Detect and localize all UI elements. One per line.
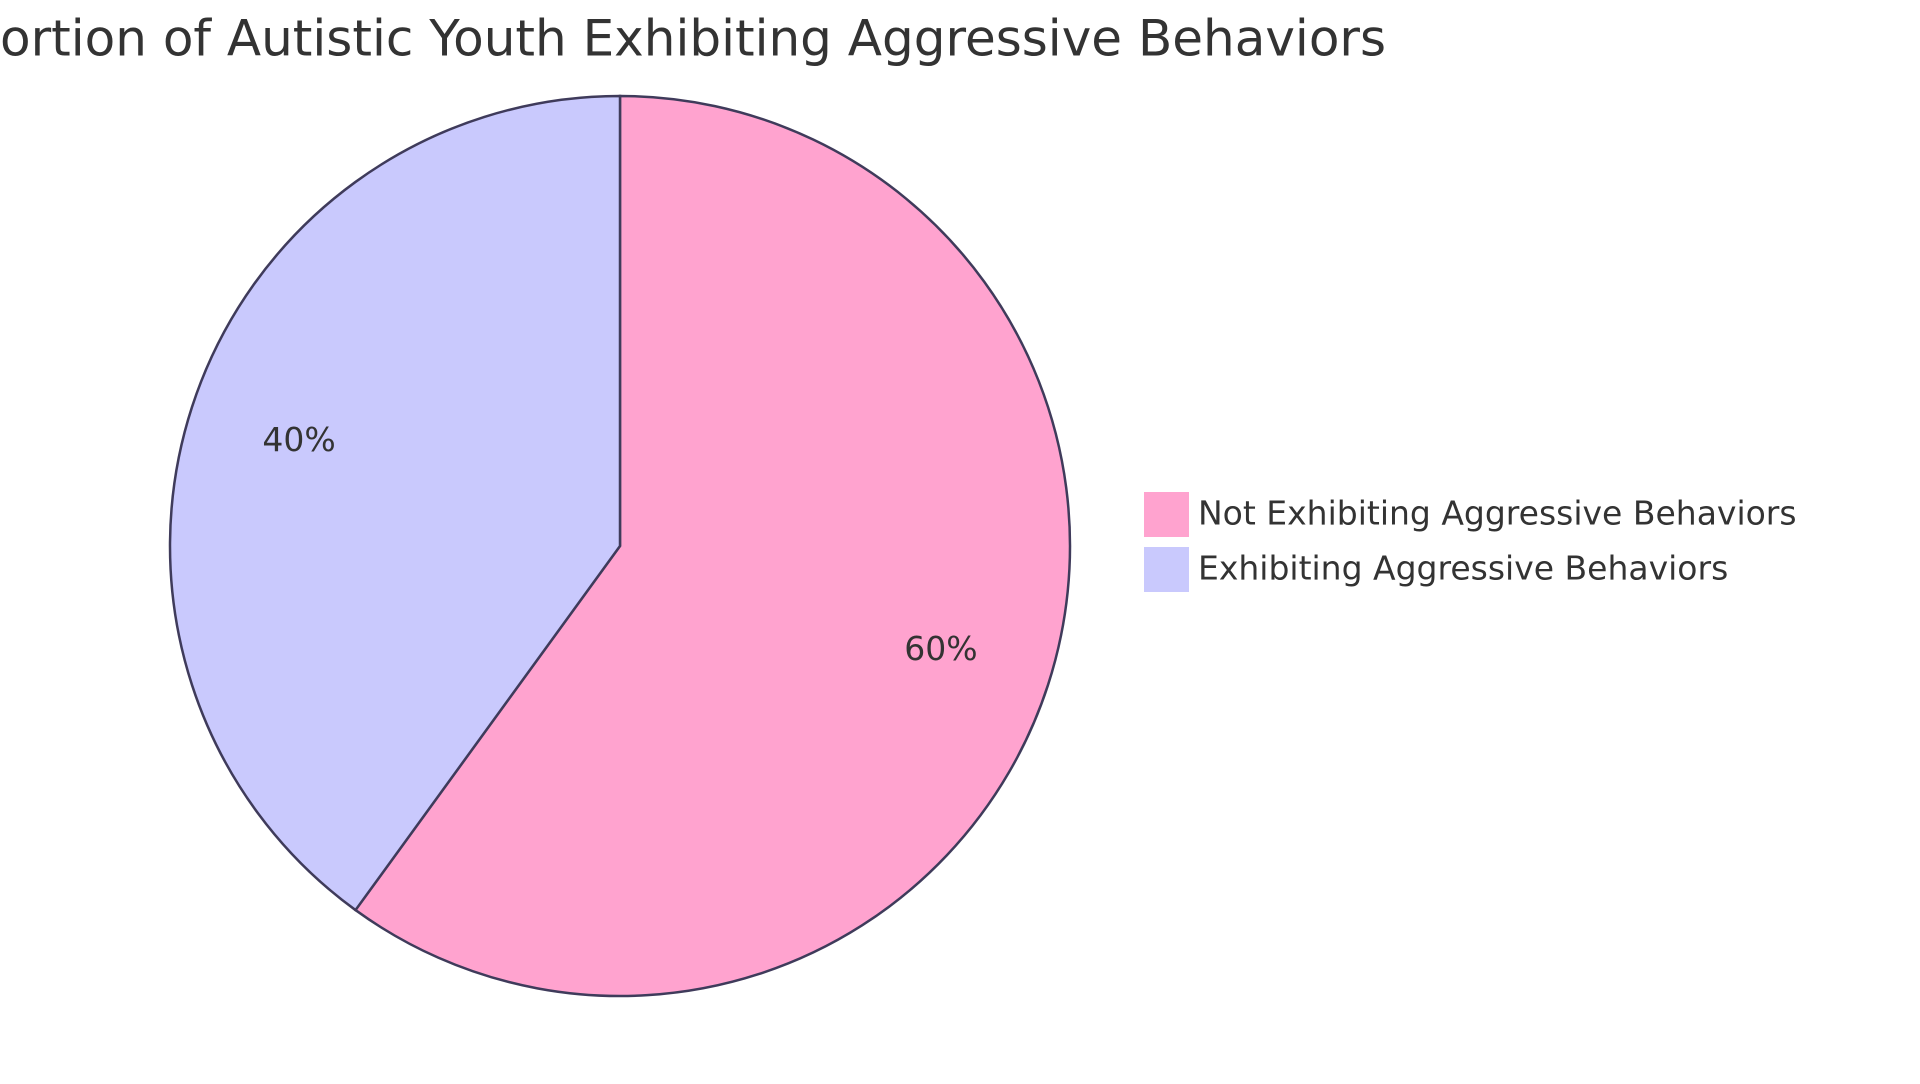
pie-slice xyxy=(168,94,622,912)
pie-slice xyxy=(353,94,1072,998)
legend-label: Not Exhibiting Aggressive Behaviors xyxy=(1198,494,1797,533)
legend-swatch xyxy=(1144,492,1189,537)
slice-label: 60% xyxy=(904,629,977,668)
legend-swatch xyxy=(1144,547,1189,592)
chart-title: ortion of Autistic Youth Exhibiting Aggr… xyxy=(0,10,1386,68)
legend-label: Exhibiting Aggressive Behaviors xyxy=(1198,549,1728,588)
slice-label: 40% xyxy=(262,420,335,459)
